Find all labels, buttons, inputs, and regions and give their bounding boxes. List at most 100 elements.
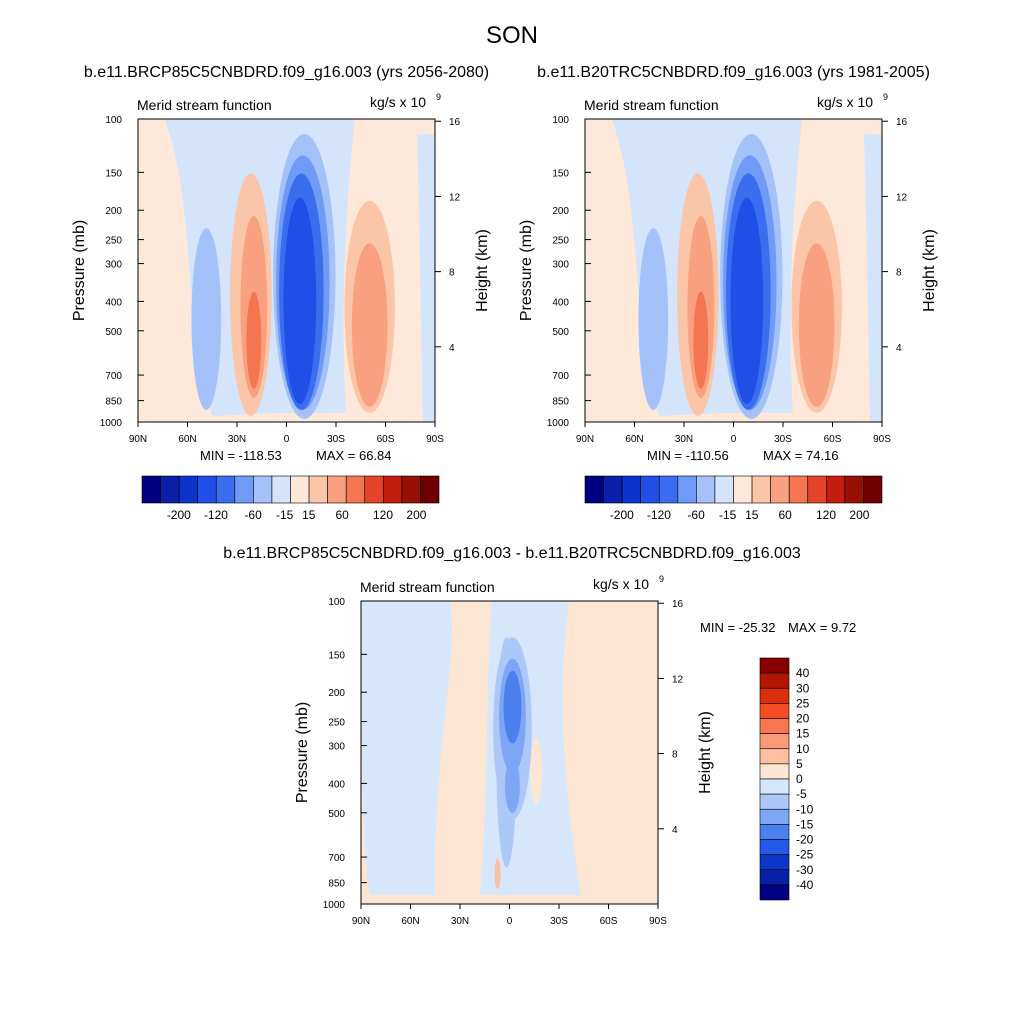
colorbar-box	[759, 884, 790, 901]
colorbar-box	[759, 733, 790, 750]
contour-fill	[585, 119, 882, 422]
colorbar-box	[759, 687, 790, 704]
y2-tick-label: 12	[449, 192, 461, 203]
colorbar-box	[401, 475, 421, 504]
panel-title: b.e11.B20TRC5CNBDRD.f09_g16.003 (yrs 198…	[537, 64, 930, 81]
colorbar-box	[308, 475, 328, 504]
y-tick-label: 1000	[547, 418, 570, 429]
y2-tick-label: 16	[896, 117, 908, 128]
contour-fill	[361, 601, 658, 904]
y-tick-label: 100	[105, 115, 122, 126]
x-tick-label: 90S	[426, 434, 444, 445]
x-tick-label: 30S	[550, 916, 568, 927]
left-label: Merid stream function	[137, 97, 272, 113]
x-tick-label: 30N	[451, 916, 469, 927]
colorbar-label: 5	[796, 757, 803, 771]
x-tick-label: 0	[284, 434, 290, 445]
contour-cell-nh-midlat	[191, 228, 222, 410]
colorbar-label: -200	[610, 508, 634, 522]
y-tick-label: 150	[105, 168, 122, 179]
left-label: Merid stream function	[360, 579, 495, 595]
colorbar-box	[759, 808, 790, 825]
contour-region-neg-light	[361, 601, 452, 895]
x-tick-label: 30S	[774, 434, 792, 445]
units-label: kg/s x 10	[817, 94, 873, 110]
y-tick-label: 850	[105, 397, 122, 408]
y-tick-label: 1000	[100, 418, 123, 429]
contour-cell-hadley-north-core	[693, 291, 709, 389]
colorbar-box	[696, 475, 716, 504]
max-label: MAX = 9.72	[788, 620, 856, 635]
colorbar-label: -15	[719, 508, 737, 522]
colorbar-box	[788, 475, 809, 504]
colorbar-box	[733, 475, 753, 504]
x-tick-label: 60S	[600, 916, 618, 927]
y-tick-label: 500	[552, 327, 569, 338]
x-tick-label: 60S	[377, 434, 395, 445]
colorbar-box	[751, 475, 771, 504]
colorbar-box	[290, 475, 310, 504]
y-axis-title: Pressure (mb)	[518, 220, 535, 321]
x-tick-label: 90S	[649, 916, 667, 927]
units-exponent: 9	[659, 574, 664, 584]
min-label: MIN = -118.53	[200, 448, 282, 463]
colorbar-label: 120	[816, 508, 836, 522]
colorbar-box	[215, 475, 236, 504]
y-tick-label: 100	[552, 115, 569, 126]
colorbar-box	[759, 869, 790, 886]
x-tick-label: 60N	[625, 434, 643, 445]
colorbar-box	[640, 475, 660, 504]
colorbar-box	[759, 703, 790, 719]
y-tick-label: 300	[328, 742, 345, 753]
y2-axis-title: Height (km)	[697, 711, 714, 794]
colorbar-label: -200	[167, 508, 191, 522]
colorbar-label: 200	[849, 508, 869, 522]
y-tick-label: 400	[105, 297, 122, 308]
colorbar-label: 30	[796, 681, 810, 695]
y2-axis-title: Height (km)	[921, 229, 938, 312]
colorbar-label: 10	[796, 742, 810, 756]
colorbar-label: -60	[244, 508, 262, 522]
colorbar-box	[141, 475, 161, 504]
colorbar-box	[759, 839, 790, 855]
colorbar-box	[584, 475, 604, 504]
contour-panel-difference: b.e11.BRCP85C5CNBDRD.f09_g16.003 - b.e11…	[223, 545, 856, 927]
x-tick-label: 0	[507, 916, 513, 927]
units-exponent: 9	[883, 92, 888, 102]
left-label: Merid stream function	[584, 97, 719, 113]
colorbar-box	[759, 778, 790, 795]
figure-title: SON	[486, 22, 538, 49]
y2-tick-label: 12	[896, 192, 908, 203]
colorbar-box	[759, 718, 790, 734]
y-tick-label: 200	[328, 688, 345, 699]
y-tick-label: 250	[552, 236, 569, 247]
colorbar-label: 120	[373, 508, 393, 522]
contour-fill	[138, 119, 435, 422]
panel-title: b.e11.BRCP85C5CNBDRD.f09_g16.003 - b.e11…	[223, 545, 801, 562]
contour-cell-sh-midlat-core	[798, 243, 835, 407]
colorbar-label: -25	[796, 848, 814, 862]
y2-tick-label: 8	[672, 750, 678, 761]
colorbar-box	[759, 748, 790, 765]
colorbar-label: 200	[406, 508, 426, 522]
x-tick-label: 90N	[129, 434, 147, 445]
y-tick-label: 700	[328, 853, 345, 864]
colorbar-box	[863, 475, 883, 504]
y2-tick-label: 16	[672, 599, 684, 610]
colorbar-box	[621, 475, 641, 504]
units-label: kg/s x 10	[593, 576, 649, 592]
y-tick-label: 250	[328, 718, 345, 729]
colorbar-label: -5	[796, 787, 807, 801]
colorbar-label: -40	[796, 878, 814, 892]
min-label: MIN = -25.32	[700, 620, 776, 635]
colorbar-label: -10	[796, 802, 814, 816]
contour-region-neg-light	[864, 134, 882, 422]
y-tick-label: 500	[105, 327, 122, 338]
contour-cell-hadley-north-core	[246, 291, 262, 389]
colorbar-box	[271, 475, 291, 504]
colorbar-box	[759, 763, 790, 780]
y-tick-label: 150	[328, 650, 345, 661]
contour-cell-nh-midlat	[638, 228, 669, 410]
